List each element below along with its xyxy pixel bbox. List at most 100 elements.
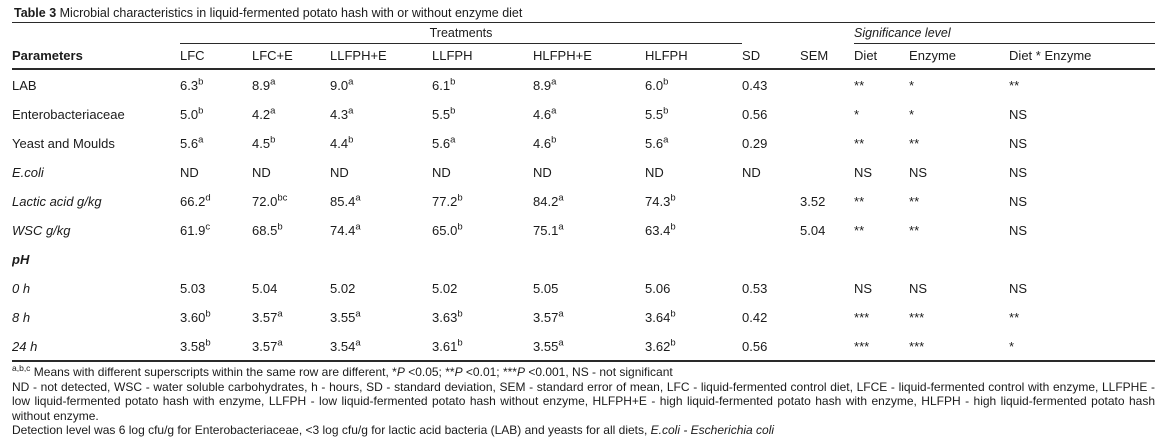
value: ** <box>854 136 865 151</box>
treatments-spanner: Treatments <box>180 22 743 44</box>
value: 5.05 <box>533 281 559 296</box>
cell: ND <box>533 157 645 186</box>
table-caption-text: Microbial characteristics in liquid-ferm… <box>56 6 523 20</box>
value: 6.1 <box>432 78 451 93</box>
row-label-text: Enterobacteriaceae <box>12 107 125 122</box>
col-lfc-e: LFC+E <box>252 43 330 70</box>
value: 65.0 <box>432 223 458 238</box>
cell: 4.5b <box>252 128 330 157</box>
cell: NS <box>1009 273 1155 302</box>
cell: 5.6a <box>180 128 252 157</box>
value: 0.43 <box>742 78 768 93</box>
superscript: a <box>355 192 361 204</box>
row-lactic-acid: Lactic acid g/kg 66.2d 72.0bc 85.4a 77.2… <box>12 186 1155 215</box>
row-label: Enterobacteriaceae <box>12 99 180 128</box>
significance-spanner: Significance level <box>854 22 1156 44</box>
value: NS <box>1009 223 1028 238</box>
cell <box>800 273 854 302</box>
row-label: WSC g/kg <box>12 215 180 244</box>
cell: * <box>909 99 1009 128</box>
row-label: LAB <box>12 69 180 99</box>
cell: ** <box>909 186 1009 215</box>
value: NS <box>1009 107 1028 122</box>
superscript: b <box>670 192 676 204</box>
cell <box>800 99 854 128</box>
cell: NS <box>909 273 1009 302</box>
spanner-empty <box>12 23 180 44</box>
cell: 84.2a <box>533 186 645 215</box>
value: 0.56 <box>742 107 768 122</box>
superscript: a <box>198 134 204 146</box>
superscript: c <box>205 221 211 233</box>
cell <box>742 215 800 244</box>
cell <box>180 244 252 273</box>
value: 6.0 <box>645 78 664 93</box>
value: ** <box>854 78 865 93</box>
value: 0.53 <box>742 281 768 296</box>
cell: 0.56 <box>742 99 800 128</box>
row-label: Lactic acid g/kg <box>12 186 180 215</box>
cell: * <box>1009 331 1155 361</box>
cell <box>742 186 800 215</box>
superscript: b <box>450 105 456 117</box>
cell: 8.9a <box>533 69 645 99</box>
superscript: b <box>663 76 669 88</box>
spanner-row: Treatments Significance level <box>12 22 1156 44</box>
col-diet: Diet <box>854 43 910 70</box>
value: 3.61 <box>432 339 458 354</box>
footnote-superscript-key: a,b,c <box>12 363 31 373</box>
value: 3.58 <box>180 339 206 354</box>
value: *** <box>854 339 870 354</box>
cell: 3.61b <box>432 331 533 361</box>
value: NS <box>1009 194 1028 209</box>
col-sd: SD <box>742 43 801 70</box>
superscript: a <box>663 134 669 146</box>
col-parameters: Parameters <box>12 43 180 70</box>
cell: 6.1b <box>432 69 533 99</box>
cell: 3.55a <box>533 331 645 361</box>
cell: 5.5b <box>645 99 742 128</box>
p-italic: P <box>396 365 405 379</box>
footnote-text: <0.001, NS - not significant <box>524 365 673 379</box>
footnote-text: Detection level was 6 log cfu/g for Ente… <box>12 423 651 438</box>
value: * <box>1009 339 1015 354</box>
value: 77.2 <box>432 194 458 209</box>
cell: 3.62b <box>645 331 742 361</box>
value: 5.5 <box>645 107 664 122</box>
row-label-text: 0 h <box>12 281 31 296</box>
superscript: a <box>558 192 564 204</box>
value: 5.6 <box>645 136 664 151</box>
cell: 5.03 <box>180 273 252 302</box>
cell <box>800 69 854 99</box>
value: ND <box>252 165 271 180</box>
cell: 61.9c <box>180 215 252 244</box>
value: NS <box>909 165 928 180</box>
value: 5.04 <box>800 223 826 238</box>
cell: NS <box>854 157 909 186</box>
value: ** <box>909 194 920 209</box>
cell: ** <box>1009 302 1155 331</box>
cell: 6.0b <box>645 69 742 99</box>
superscript: b <box>663 105 669 117</box>
cell: 77.2b <box>432 186 533 215</box>
value: 3.55 <box>330 310 356 325</box>
cell: NS <box>1009 186 1155 215</box>
table-number: Table 3 <box>14 6 57 20</box>
value: ND <box>742 165 761 180</box>
cell: 3.64b <box>645 302 742 331</box>
cell: 3.57a <box>533 302 645 331</box>
superscript: a <box>558 221 564 233</box>
row-label: 0 h <box>12 273 180 302</box>
value: 5.03 <box>180 281 206 296</box>
p-italic: P <box>454 365 463 379</box>
row-ecoli: E.coli ND ND ND ND ND ND ND NS NS NS <box>12 157 1155 186</box>
col-diet-enzyme: Diet * Enzyme <box>1009 43 1156 70</box>
value: *** <box>909 339 925 354</box>
value: 6.3 <box>180 78 199 93</box>
cell: 8.9a <box>252 69 330 99</box>
value: *** <box>854 310 870 325</box>
row-ph-0h: 0 h 5.03 5.04 5.02 5.02 5.05 5.06 0.53 N… <box>12 273 1155 302</box>
value: NS <box>1009 165 1028 180</box>
value: ND <box>533 165 552 180</box>
cell <box>1009 244 1155 273</box>
